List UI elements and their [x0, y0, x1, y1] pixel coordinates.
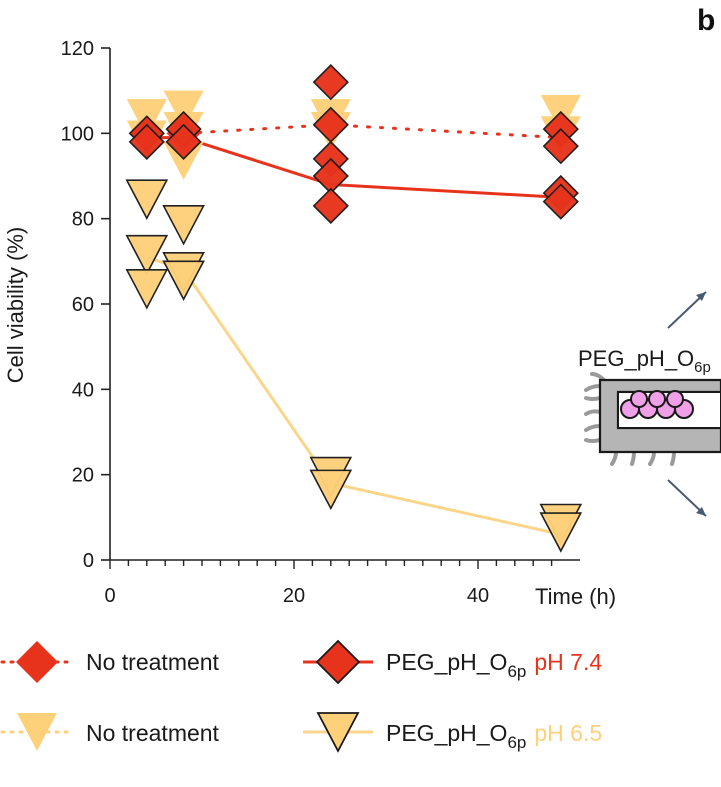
legend-marker-untreated-65 [17, 713, 57, 751]
series-line-peg-74 [146, 136, 561, 199]
data-point-peg-74 [542, 183, 579, 220]
panel-label: b [697, 4, 715, 37]
data-point-peg-65 [125, 234, 169, 276]
data-point-peg-65 [162, 205, 205, 246]
x-tick-label: 0 [104, 585, 115, 607]
y-tick-label: 40 [72, 379, 94, 401]
arrow-down-head [696, 507, 706, 516]
legend-label-peg-65: PEG_pH_O6p pH 6.5 [386, 720, 602, 752]
data-point-peg-74 [128, 123, 165, 160]
data-point-peg-74 [312, 187, 349, 224]
legend-marker-peg-74 [315, 639, 361, 685]
legend-label-peg-74: PEG_pH_O6p pH 7.4 [386, 649, 602, 681]
y-tick-label: 120 [61, 38, 94, 60]
y-axis-title: Cell viability (%) [3, 227, 28, 383]
series-lines [145, 123, 563, 536]
data-point-peg-74 [312, 64, 349, 101]
legend-marker-peg-65 [316, 712, 360, 753]
cells [620, 390, 694, 419]
y-tick-label: 100 [61, 123, 94, 145]
y-tick-label: 80 [72, 209, 94, 231]
x-tick-label: 20 [283, 585, 305, 607]
data-point-untreated-65 [163, 141, 204, 180]
y-tick-label: 0 [83, 550, 94, 572]
data-point-peg-65 [162, 260, 205, 302]
data-point-peg-65 [309, 469, 353, 511]
data-point-peg-65 [539, 512, 583, 553]
x-axis-title: Time (h) [535, 584, 616, 609]
series-markers [125, 64, 583, 553]
device-schematic: PEG_pH_O6p [578, 291, 721, 517]
data-point-untreated-65 [163, 90, 204, 129]
y-tick-label: 60 [72, 294, 94, 316]
data-point-peg-65 [125, 179, 169, 220]
inset-label: PEG_pH_O6p [578, 346, 711, 376]
axes: 0 20 40 60 80 100 120 0 20 40 [61, 38, 580, 607]
x-ticks: 0 20 40 [104, 560, 553, 607]
data-point-peg-74 [542, 128, 579, 165]
legend: No treatment PEG_pH_O6p pH 7.4 No treatme… [0, 639, 602, 753]
y-ticks: 0 20 40 60 80 100 120 [61, 38, 110, 572]
legend-label-untreated-65: No treatment [86, 720, 220, 746]
data-point-peg-65 [125, 269, 169, 310]
arrow-up-head [696, 292, 706, 301]
legend-label-untreated-74: No treatment [86, 649, 220, 675]
y-tick-label: 20 [72, 465, 94, 487]
series-line-untreated-74 [145, 123, 563, 140]
series-line-peg-65 [146, 255, 562, 536]
x-tick-label: 40 [467, 585, 489, 607]
data-point-peg-74 [165, 123, 202, 160]
legend-marker-untreated-74 [16, 641, 58, 683]
